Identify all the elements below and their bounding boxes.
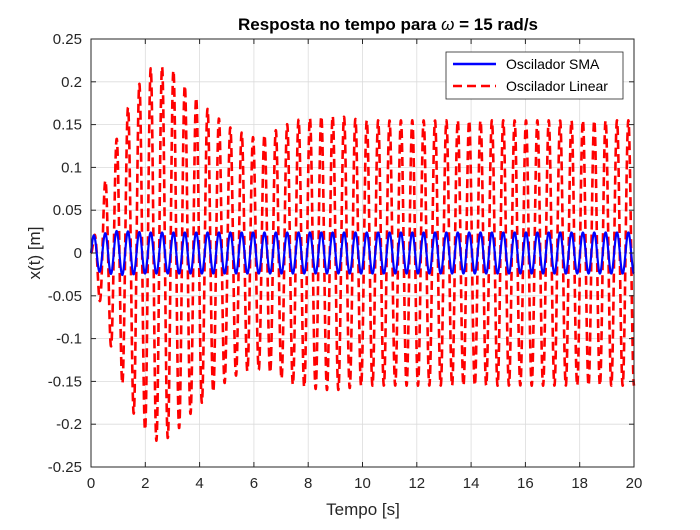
- y-tick-label: -0.15: [48, 373, 82, 390]
- legend-box: [445, 51, 624, 100]
- y-tick-label: 0.2: [61, 74, 82, 91]
- y-tick-label: -0.25: [48, 459, 82, 476]
- x-tick-label: 12: [408, 475, 425, 492]
- y-tick-label: 0.15: [53, 117, 82, 134]
- series-line-linear: [89, 65, 636, 442]
- x-tick-label: 10: [354, 475, 371, 492]
- chart-title: Resposta no tempo para ω = 15 rad/s: [238, 15, 538, 34]
- y-tick-label: -0.2: [56, 416, 82, 433]
- series-layer: [89, 65, 636, 442]
- x-tick-label: 8: [304, 475, 312, 492]
- y-tick-label: 0.25: [53, 31, 82, 48]
- legend-label-sma: Oscilador SMA: [506, 56, 600, 72]
- legend: Oscilador SMA Oscilador Linear: [445, 51, 624, 100]
- y-tick-label: -0.05: [48, 288, 82, 305]
- x-tick-label: 0: [87, 475, 95, 492]
- x-tick-label: 16: [517, 475, 534, 492]
- x-axis-label: Tempo [s]: [326, 500, 400, 519]
- x-tick-label: 20: [626, 475, 643, 492]
- tick-labels: 0 2 4 6 8 10 12 14 16 18 20 0.25 0.2 0.15 0.1 0.05 0 -0.0…: [48, 31, 643, 492]
- y-tick-label: -0.1: [56, 331, 82, 348]
- x-tick-label: 14: [463, 475, 480, 492]
- y-axis-label: x(t) [m]: [25, 227, 44, 280]
- x-tick-label: 4: [195, 475, 203, 492]
- x-tick-label: 2: [141, 475, 149, 492]
- x-tick-label: 18: [571, 475, 588, 492]
- legend-label-linear: Oscilador Linear: [506, 78, 608, 94]
- x-tick-label: 6: [250, 475, 258, 492]
- y-tick-label: 0: [74, 245, 82, 262]
- ticks: [90, 38, 635, 468]
- y-tick-label: 0.1: [61, 159, 82, 176]
- series-line-sma: [89, 229, 635, 277]
- y-tick-label: 0.05: [53, 202, 82, 219]
